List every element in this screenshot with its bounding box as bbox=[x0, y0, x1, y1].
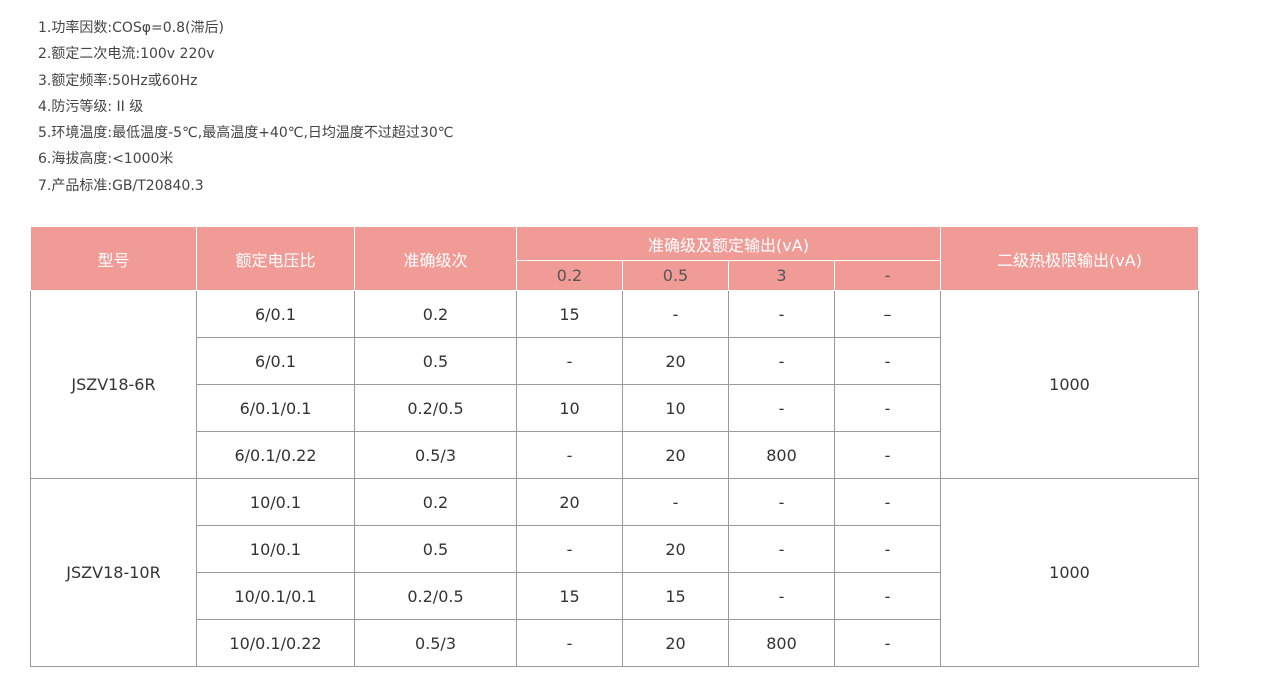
spec-item: 7.产品标准:GB/T20840.3 bbox=[38, 177, 204, 194]
table-row: 6/0.1 0.5-20- - bbox=[31, 337, 1199, 385]
table-cell: 0.5/3 bbox=[354, 619, 517, 667]
table-cell: - bbox=[516, 431, 623, 479]
table-cell: 0.2/0.5 bbox=[354, 384, 517, 432]
table-cell: - bbox=[516, 337, 623, 385]
table-cell: 0.5 bbox=[354, 525, 517, 573]
table-row: 10/0.1/0.1 0.2/0.5 15 15- - bbox=[31, 572, 1199, 620]
table-cell: 0.2 bbox=[354, 290, 517, 338]
table-cell: 6/0.1 bbox=[196, 337, 355, 385]
table-row: 10/0.1/0.22 0.5/3-20 800- bbox=[31, 619, 1199, 667]
table-cell: 20 bbox=[516, 478, 623, 526]
table-cell: 10/0.1 bbox=[196, 478, 355, 526]
table-cell: - bbox=[728, 290, 835, 338]
table-cell: 20 bbox=[622, 431, 729, 479]
table-cell: - bbox=[728, 384, 835, 432]
table-cell: - bbox=[516, 619, 623, 667]
table-cell: – bbox=[834, 290, 941, 338]
spec-item: 2.额定二次电流:100v 220v bbox=[38, 46, 215, 63]
header-model: 型号 bbox=[30, 226, 197, 291]
header-output-col: 0.2 bbox=[516, 260, 623, 291]
spec-list: 1.功率因数:COSφ=0.8(滞后) 2.额定二次电流:100v 220v 3… bbox=[38, 15, 453, 199]
table-cell: 15 bbox=[622, 572, 729, 620]
table-cell: - bbox=[834, 478, 941, 526]
table-cell: 10 bbox=[516, 384, 623, 432]
table-cell: - bbox=[622, 478, 729, 526]
table-cell: 800 bbox=[728, 431, 835, 479]
header-ratio: 额定电压比 bbox=[196, 226, 355, 291]
spec-item: 4.防污等级: II 级 bbox=[38, 98, 144, 115]
header-output-col: 0.5 bbox=[622, 260, 729, 291]
spec-item: 1.功率因数:COSφ=0.8(滞后) bbox=[38, 20, 224, 36]
table-cell: 20 bbox=[622, 337, 729, 385]
table-cell: - bbox=[834, 619, 941, 667]
spec-item: 6.海拔高度:<1000米 bbox=[38, 151, 174, 168]
table-cell: - bbox=[516, 525, 623, 573]
table-cell: 0.5 bbox=[354, 337, 517, 385]
header-accuracy: 准确级次 bbox=[354, 226, 517, 291]
thermal-cell: 1000 bbox=[940, 478, 1199, 667]
table-cell: - bbox=[834, 337, 941, 385]
table-cell: 800 bbox=[728, 619, 835, 667]
model-cell: JSZV18-10R bbox=[30, 478, 197, 667]
model-cell: JSZV18-6R bbox=[30, 290, 197, 479]
table-cell: 20 bbox=[622, 619, 729, 667]
table-cell: 15 bbox=[516, 572, 623, 620]
header-output-col: - bbox=[834, 260, 941, 291]
header-output-group: 准确级及额定输出(vA) bbox=[516, 226, 941, 261]
table-cell: - bbox=[834, 572, 941, 620]
spec-item: 3.额定频率:50Hz或60Hz bbox=[38, 72, 198, 89]
header-thermal: 二级热极限输出(vA) bbox=[940, 226, 1199, 291]
table-cell: 6/0.1 bbox=[196, 290, 355, 338]
table-cell: - bbox=[728, 572, 835, 620]
table-row: JSZV18-10R 10/0.1 0.2 20- - -1000 bbox=[30, 478, 1199, 667]
table-cell: 20 bbox=[622, 525, 729, 573]
table-cell: - bbox=[834, 525, 941, 573]
table-cell: - bbox=[728, 337, 835, 385]
table-cell: 10/0.1/0.22 bbox=[196, 619, 355, 667]
table-cell: 15 bbox=[516, 290, 623, 338]
table-row: JSZV18-6R 6/0.1 0.2 15- - –1000 bbox=[30, 290, 1199, 479]
table-cell: 10/0.1/0.1 bbox=[196, 572, 355, 620]
table-cell: - bbox=[834, 431, 941, 479]
table-cell: - bbox=[622, 290, 729, 338]
table-cell: - bbox=[834, 384, 941, 432]
header-output-col: 3 bbox=[728, 260, 835, 291]
table-cell: 10 bbox=[622, 384, 729, 432]
spec-item: 5.环境温度:最低温度-5℃,最高温度+40℃,日均温度不过超过30℃ bbox=[38, 125, 454, 142]
table-cell: - bbox=[728, 525, 835, 573]
table-cell: 6/0.1/0.1 bbox=[196, 384, 355, 432]
spec-table: 型号 额定电压比 准确级次 准确级及额定输出(vA) 二级热极限输出(vA) 0… bbox=[30, 226, 1199, 667]
table-cell: 10/0.1 bbox=[196, 525, 355, 573]
table-cell: 0.2 bbox=[354, 478, 517, 526]
table-cell: 0.2/0.5 bbox=[354, 572, 517, 620]
table-row: 10/0.1 0.5-20- - bbox=[31, 525, 1199, 573]
table-cell: 6/0.1/0.22 bbox=[196, 431, 355, 479]
thermal-cell: 1000 bbox=[940, 290, 1199, 479]
table-cell: - bbox=[728, 478, 835, 526]
table-cell: 0.5/3 bbox=[354, 431, 517, 479]
